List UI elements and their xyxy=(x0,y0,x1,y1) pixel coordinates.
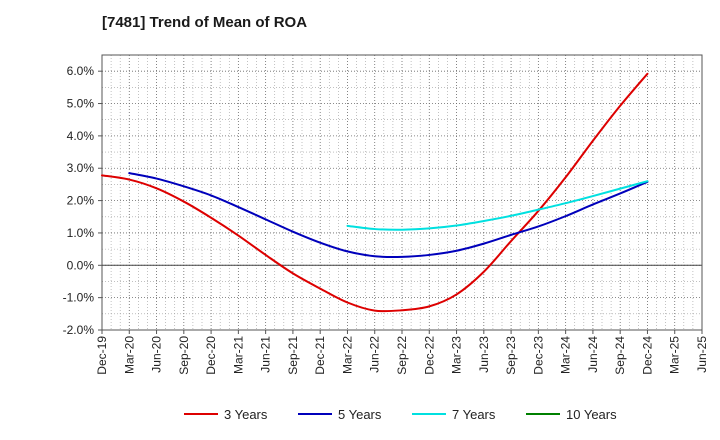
legend-label-3-years: 3 Years xyxy=(224,407,268,422)
y-tick-label: 4.0% xyxy=(67,129,95,143)
x-tick-label: Sep-21 xyxy=(286,336,300,375)
grid-layer xyxy=(101,55,703,331)
x-tick-label: Mar-21 xyxy=(231,336,245,374)
plot-area xyxy=(102,55,702,330)
x-tick-label: Dec-20 xyxy=(204,336,218,375)
x-tick-label: Dec-23 xyxy=(531,336,545,375)
y-tick-label: 0.0% xyxy=(67,258,95,272)
y-tick-label: -2.0% xyxy=(63,323,95,337)
series-line-3-years xyxy=(101,72,649,313)
chart-title: [7481] Trend of Mean of ROA xyxy=(102,14,308,31)
x-tick-label: Dec-21 xyxy=(313,336,327,375)
y-tick-label: 5.0% xyxy=(67,97,95,111)
series-line-7-years xyxy=(346,180,649,231)
series-layer xyxy=(101,72,649,313)
legend-layer: 3 Years 5 Years 7 Years 10 Years xyxy=(184,407,617,422)
x-tick-label: Jun-21 xyxy=(259,336,273,373)
x-tick-label: Jun-22 xyxy=(368,336,382,373)
y-tick-label: -1.0% xyxy=(63,291,95,305)
y-tick-label: 2.0% xyxy=(67,194,95,208)
x-tick-label: Dec-19 xyxy=(95,336,109,375)
x-tick-label: Sep-20 xyxy=(177,336,191,375)
y-tick-label: 6.0% xyxy=(67,64,95,78)
x-tick-label: Sep-24 xyxy=(613,336,627,375)
x-tick-label: Jun-20 xyxy=(150,336,164,373)
legend-label-10-years: 10 Years xyxy=(566,407,617,422)
legend-label-5-years: 5 Years xyxy=(338,407,382,422)
x-tick-label: Dec-24 xyxy=(640,336,654,375)
x-tick-label: Dec-22 xyxy=(422,336,436,375)
x-tick-label: Sep-23 xyxy=(504,336,518,375)
x-tick-label: Jun-24 xyxy=(586,336,600,373)
y-tick-label: 3.0% xyxy=(67,161,95,175)
x-tick-label: Mar-23 xyxy=(450,336,464,374)
x-tick-label: Mar-25 xyxy=(668,336,682,374)
legend-label-7-years: 7 Years xyxy=(452,407,496,422)
y-tick-label: 1.0% xyxy=(67,226,95,240)
x-tick-label: Jun-23 xyxy=(477,336,491,373)
x-tick-label: Mar-22 xyxy=(340,336,354,374)
series-line-5-years xyxy=(128,172,649,259)
x-tick-label: Jun-25 xyxy=(695,336,709,373)
axis-layer: -2.0% -1.0% 0.0% 1.0% 2.0% 3.0% 4.0% 5.0% 6.0% De… xyxy=(63,54,709,375)
x-tick-label: Mar-20 xyxy=(122,336,136,374)
x-tick-label: Mar-24 xyxy=(559,336,573,374)
x-tick-label: Sep-22 xyxy=(395,336,409,375)
